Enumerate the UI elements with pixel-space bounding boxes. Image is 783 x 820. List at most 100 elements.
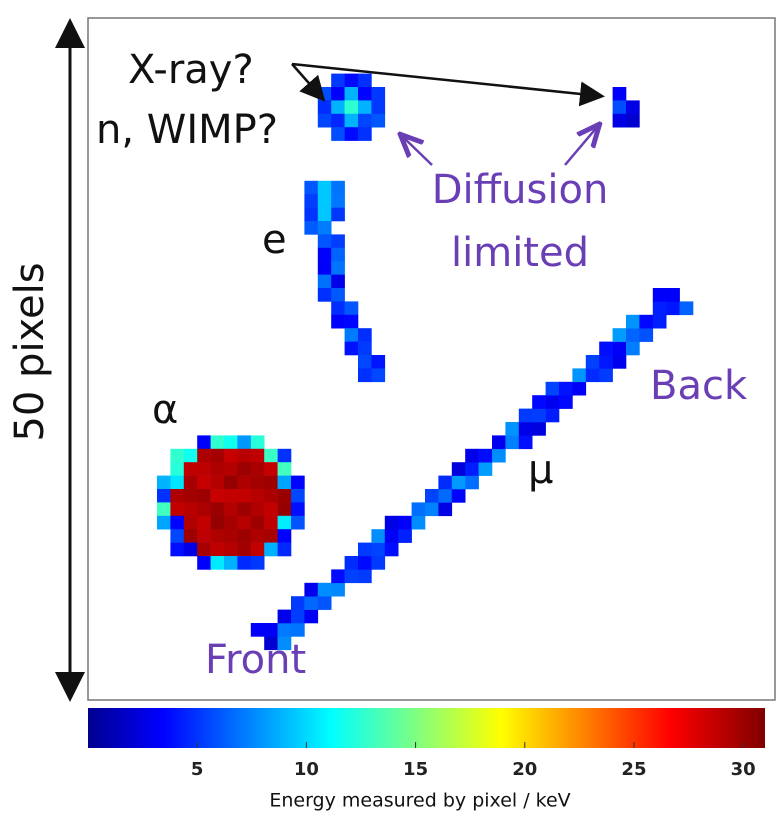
pixel xyxy=(237,448,252,463)
pixel xyxy=(210,515,225,530)
pixel xyxy=(331,301,345,316)
colorbar-label: Energy measured by pixel / keV xyxy=(269,790,570,812)
pixel xyxy=(331,288,345,302)
pixel xyxy=(277,515,292,530)
pixel xyxy=(612,87,627,101)
pixel xyxy=(358,127,372,141)
pixel xyxy=(210,475,225,490)
pixel xyxy=(344,113,359,128)
pixel xyxy=(358,569,372,584)
pixel xyxy=(505,422,520,436)
pixel xyxy=(304,609,319,624)
pixel xyxy=(626,113,640,128)
pointer-arrow xyxy=(291,63,326,102)
pixel xyxy=(197,556,211,570)
pixel xyxy=(358,73,372,88)
pixel xyxy=(277,609,292,624)
pixel xyxy=(639,314,654,329)
pixel xyxy=(317,234,332,249)
pixel xyxy=(250,515,265,530)
pixel xyxy=(197,502,211,517)
pixel-layer xyxy=(157,73,694,651)
pixel xyxy=(304,596,319,610)
pixel xyxy=(331,234,345,249)
pixel xyxy=(277,636,292,651)
pixel xyxy=(344,569,359,584)
pixel xyxy=(264,462,278,476)
pixel xyxy=(358,100,372,115)
pixel xyxy=(317,596,332,610)
pixel xyxy=(170,489,185,503)
pixel xyxy=(183,502,198,517)
pixel xyxy=(358,355,372,369)
pixel xyxy=(264,529,278,543)
pixel xyxy=(358,341,372,356)
pixel xyxy=(626,314,640,329)
pixel xyxy=(237,529,252,543)
pixel xyxy=(157,489,171,503)
pixel xyxy=(197,489,211,503)
pixel xyxy=(250,502,265,517)
pixel xyxy=(224,502,238,517)
pixel xyxy=(398,515,412,530)
side-label: 50 pixels xyxy=(7,262,53,441)
pointer-arrow xyxy=(291,62,605,107)
pixel xyxy=(170,475,185,490)
pixel xyxy=(438,502,453,517)
pixel xyxy=(237,435,252,450)
image-frame xyxy=(87,17,776,701)
pixel xyxy=(371,113,386,128)
pixel xyxy=(344,127,359,141)
pixel xyxy=(264,502,278,517)
annotation: Diffusion xyxy=(432,167,609,213)
annotation: Front xyxy=(205,637,306,683)
pixel xyxy=(291,502,305,517)
pixel xyxy=(183,475,198,490)
pixel xyxy=(331,87,345,101)
pixel xyxy=(572,381,587,396)
pixel xyxy=(157,502,171,517)
pixel xyxy=(478,448,493,463)
pixel xyxy=(250,542,265,557)
pixel xyxy=(317,194,332,208)
pixel xyxy=(304,180,319,195)
pointer-arrow xyxy=(402,136,433,166)
pixel xyxy=(183,489,198,503)
pixel xyxy=(518,435,533,450)
pixel xyxy=(250,489,265,503)
pixel xyxy=(371,87,386,101)
pixel xyxy=(438,489,453,503)
pixel xyxy=(626,328,640,342)
pixel xyxy=(210,556,225,570)
colorbar-tick-label: 5 xyxy=(191,759,204,780)
pixel xyxy=(183,462,198,476)
pixel xyxy=(371,100,386,115)
pixel xyxy=(224,529,238,543)
pixel xyxy=(264,515,278,530)
pixel xyxy=(304,582,319,597)
pixel xyxy=(465,475,479,490)
pixel xyxy=(331,180,345,195)
pixel xyxy=(384,515,399,530)
pixel xyxy=(518,408,533,423)
pixel xyxy=(331,100,345,115)
pixel xyxy=(197,462,211,476)
colorbar-tick-label: 10 xyxy=(294,759,319,780)
annotation: α xyxy=(152,387,178,433)
pixel xyxy=(451,462,466,476)
pixel xyxy=(545,395,560,409)
pixel xyxy=(183,448,198,463)
pixel xyxy=(358,556,372,570)
pixel xyxy=(317,113,332,128)
pixel xyxy=(237,542,252,557)
pixel xyxy=(371,556,386,570)
pixel xyxy=(344,73,359,88)
pixel xyxy=(331,194,345,208)
annotation: X-ray? xyxy=(128,47,254,93)
pixel xyxy=(331,207,345,222)
pixel xyxy=(492,448,506,463)
pixel xyxy=(264,542,278,557)
pixel xyxy=(411,515,426,530)
pixel xyxy=(317,247,332,262)
annotation: n, WIMP? xyxy=(96,107,278,153)
